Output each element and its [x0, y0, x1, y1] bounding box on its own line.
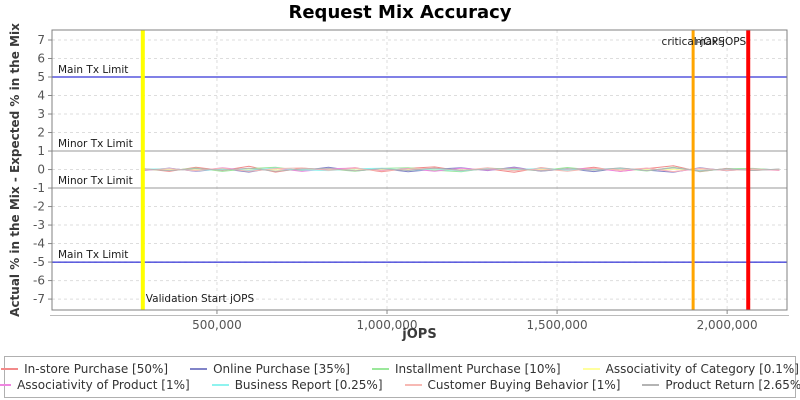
- legend-item: Business Report [0.25%]: [211, 378, 383, 392]
- legend-swatch: [642, 384, 660, 386]
- max-jops-label: max-jOPS: [695, 36, 746, 48]
- legend: In-store Purchase [50%] Online Purchase […: [0, 356, 800, 398]
- legend-swatch: [0, 384, 12, 386]
- y-tick-label: 7: [37, 33, 45, 47]
- legend-label: Business Report [0.25%]: [234, 378, 383, 392]
- legend-label: Product Return [2.65%]: [665, 378, 800, 392]
- y-tick-label: 6: [37, 51, 45, 65]
- y-tick-label: -6: [33, 274, 45, 288]
- legend-label: Installment Purchase [10%]: [394, 362, 561, 376]
- minor-tx-limit-upper-label: Minor Tx Limit: [58, 138, 133, 150]
- x-tick-label: 1,500,000: [527, 318, 588, 332]
- legend-label: Online Purchase [35%]: [213, 362, 350, 376]
- y-tick-label: -5: [33, 255, 45, 269]
- legend-swatch: [404, 384, 422, 386]
- plot-border: [51, 29, 788, 311]
- y-tick-label: -1: [33, 181, 45, 195]
- y-tick-label: -3: [33, 218, 45, 232]
- main-tx-limit-lower-label: Main Tx Limit: [58, 249, 128, 261]
- critical-jops-label: critical-jOPS: [662, 36, 725, 48]
- legend-item: Online Purchase [35%]: [190, 362, 350, 376]
- y-tick-label: 4: [37, 89, 45, 103]
- legend-item: In-store Purchase [50%]: [1, 362, 168, 376]
- legend-item: Customer Buying Behavior [1%]: [404, 378, 621, 392]
- legend-item: Product Return [2.65%]: [642, 378, 800, 392]
- legend-item: Associativity of Product [1%]: [0, 378, 190, 392]
- legend-swatch: [582, 368, 600, 370]
- main-tx-limit-upper-label: Main Tx Limit: [58, 64, 128, 76]
- validation-start-label: Validation Start jOPS: [146, 293, 255, 305]
- y-tick-label: 5: [37, 70, 45, 84]
- legend-label: In-store Purchase [50%]: [24, 362, 169, 376]
- y-tick-label: -7: [33, 292, 45, 306]
- y-tick-label: 1: [37, 144, 45, 158]
- x-tick-label: 2,000,000: [697, 318, 758, 332]
- legend-label: Associativity of Product [1%]: [17, 378, 190, 392]
- x-tick-label: 500,000: [192, 318, 242, 332]
- y-tick-label: -2: [33, 200, 45, 214]
- y-tick-label: 0: [37, 163, 45, 177]
- minor-tx-limit-lower-label: Minor Tx Limit: [58, 175, 133, 187]
- legend-swatch: [371, 368, 389, 370]
- plot-area: 500,000 1,000,000 1,500,000 2,000,000 -7 -6 -5…: [33, 29, 789, 332]
- chart-title: Request Mix Accuracy: [288, 2, 512, 23]
- y-tick-label: -4: [33, 237, 45, 251]
- x-axis-label: jOPS: [402, 327, 437, 342]
- series-line-7: [142, 167, 780, 172]
- legend-row: Associativity of Product [1%] Business Re…: [0, 378, 800, 392]
- legend-label: Associativity of Category [0.1%]: [605, 362, 799, 376]
- legend-row: In-store Purchase [50%] Online Purchase […: [1, 362, 799, 376]
- y-tick-label: 2: [37, 126, 45, 140]
- legend-swatch: [211, 384, 229, 386]
- x-tick-label: 1,000,000: [356, 318, 417, 332]
- legend-swatch: [190, 368, 208, 370]
- legend-item: Installment Purchase [10%]: [371, 362, 561, 376]
- y-tick-label: 3: [37, 107, 45, 121]
- legend-label: Customer Buying Behavior [1%]: [427, 378, 621, 392]
- legend-item: Associativity of Category [0.1%]: [582, 362, 799, 376]
- legend-swatch: [1, 368, 19, 370]
